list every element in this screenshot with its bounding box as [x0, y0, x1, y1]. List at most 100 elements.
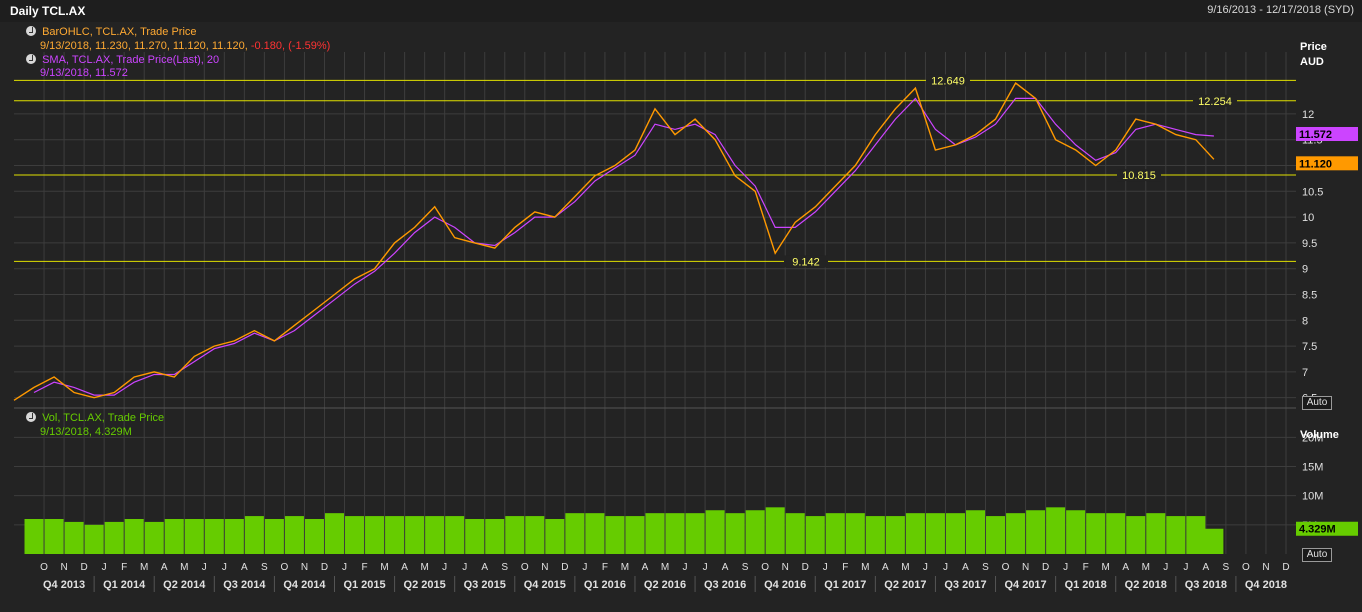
- month-tick-label: M: [861, 562, 869, 573]
- date-range: 9/16/2013 - 12/17/2018 (SYD): [1207, 4, 1354, 16]
- quarter-tick-label: Q2 2017: [884, 579, 926, 591]
- month-tick-label: J: [202, 562, 207, 573]
- month-tick-label: J: [1183, 562, 1188, 573]
- volume-bar: [405, 516, 425, 554]
- quarter-tick-label: Q1 2018: [1065, 579, 1107, 591]
- quarter-tick-label: Q2 2016: [644, 579, 686, 591]
- month-tick-label: F: [842, 562, 848, 573]
- volume-bar: [485, 519, 505, 554]
- legend-sma-value-text: 9/13/2018, 11.572: [40, 67, 128, 79]
- volume-tick-label: 10M: [1302, 491, 1323, 503]
- legend-volume[interactable]: Vol, TCL.AX, Trade Price: [26, 412, 164, 424]
- volume-bar: [825, 513, 845, 554]
- legend-volume-values: 9/13/2018, 4.329M: [40, 426, 132, 438]
- quarter-tick-label: Q3 2017: [944, 579, 986, 591]
- volume-bar: [1126, 516, 1146, 554]
- volume-bar: [585, 513, 605, 554]
- volume-bar: [645, 513, 665, 554]
- volume-bar: [785, 513, 805, 554]
- volume-bar: [345, 516, 365, 554]
- price-auto-scale-button[interactable]: Auto: [1302, 396, 1332, 410]
- legend-sma-label: SMA, TCL.AX, Trade Price(Last), 20: [42, 54, 220, 66]
- volume-bar: [1026, 510, 1046, 554]
- price-tick-label: 8.5: [1302, 289, 1317, 301]
- month-tick-label: J: [582, 562, 587, 573]
- price-tick-label: 10.5: [1302, 186, 1323, 198]
- volume-bar: [1204, 528, 1224, 554]
- volume-bar: [324, 513, 345, 554]
- volume-bar: [925, 513, 945, 554]
- month-tick-label: A: [1203, 562, 1210, 573]
- month-tick-label: S: [982, 562, 989, 573]
- volume-bar: [1086, 513, 1106, 554]
- last-price-badge: 11.120: [1299, 158, 1332, 170]
- last-price-badge-bg: [1296, 156, 1358, 171]
- month-tick-label: N: [541, 562, 548, 573]
- volume-bar: [124, 519, 144, 554]
- volume-bar: [44, 519, 64, 554]
- month-tick-label: A: [161, 562, 168, 573]
- legend-bar-ohlc[interactable]: BarOHLC, TCL.AX, Trade Price: [26, 26, 197, 38]
- price-tick-label: 7: [1302, 367, 1308, 379]
- month-tick-label: O: [1242, 562, 1250, 573]
- reference-level-label: 9.142: [792, 256, 820, 268]
- month-tick-label: S: [501, 562, 508, 573]
- volume-bar: [1046, 507, 1066, 554]
- month-tick-label: M: [661, 562, 669, 573]
- month-tick-label: O: [281, 562, 289, 573]
- month-tick-label: A: [241, 562, 248, 573]
- volume-bar: [665, 513, 685, 554]
- volume-bar: [465, 519, 485, 554]
- volume-bar: [24, 519, 44, 554]
- reference-level-label-bg: [1117, 169, 1161, 182]
- reference-level-label-bg: [784, 255, 828, 268]
- volume-bar: [1146, 513, 1166, 554]
- volume-bar: [905, 513, 925, 554]
- reference-level-label: 10.815: [1122, 170, 1156, 182]
- quarter-tick-label: Q2 2015: [404, 579, 446, 591]
- month-tick-label: J: [342, 562, 347, 573]
- volume-value-badge: 4.329M: [1299, 524, 1336, 536]
- reference-levels: 12.649 12.254 10.815 9.142: [14, 74, 1296, 268]
- reference-level-label-bg: [1193, 94, 1237, 107]
- month-tick-label: J: [442, 562, 447, 573]
- quarter-tick-label: Q1 2017: [824, 579, 866, 591]
- month-tick-label: A: [722, 562, 729, 573]
- volume-bar: [745, 510, 765, 554]
- month-tick-label: M: [420, 562, 428, 573]
- volume-bar: [224, 519, 244, 554]
- month-tick-label: D: [80, 562, 87, 573]
- month-tick-label: O: [521, 562, 529, 573]
- legend-bar-change: -0.180, (-1.59%): [250, 40, 331, 52]
- volume-bar: [284, 516, 304, 554]
- month-tick-label: J: [923, 562, 928, 573]
- month-tick-label: M: [1102, 562, 1110, 573]
- sma-value-badge-bg: [1296, 126, 1358, 141]
- volume-auto-scale-button[interactable]: Auto: [1302, 548, 1332, 562]
- volume-bar: [565, 513, 585, 554]
- legend-volume-value-text: 9/13/2018, 4.329M: [40, 426, 132, 438]
- price-axis-unit: AUD: [1300, 56, 1324, 68]
- volume-bar: [385, 516, 405, 554]
- volume-bar: [84, 524, 104, 554]
- volume-bar: [685, 513, 705, 554]
- month-tick-label: J: [823, 562, 828, 573]
- quarter-tick-label: Q2 2014: [163, 579, 206, 591]
- volume-bar: [625, 516, 645, 554]
- volume-bar: [204, 519, 224, 554]
- quarter-tick-label: Q3 2015: [464, 579, 506, 591]
- quarter-tick-label: Q1 2016: [584, 579, 626, 591]
- month-tick-label: N: [301, 562, 308, 573]
- volume-bar: [965, 510, 986, 554]
- price-line: [13, 81, 1215, 401]
- month-tick-label: M: [621, 562, 629, 573]
- legend-sma[interactable]: SMA, TCL.AX, Trade Price(Last), 20: [26, 54, 219, 66]
- legend-volume-label: Vol, TCL.AX, Trade Price: [42, 412, 165, 424]
- volume-bar: [725, 513, 745, 554]
- month-tick-label: N: [1022, 562, 1029, 573]
- volume-bar: [545, 519, 565, 554]
- volume-bar: [1106, 513, 1126, 554]
